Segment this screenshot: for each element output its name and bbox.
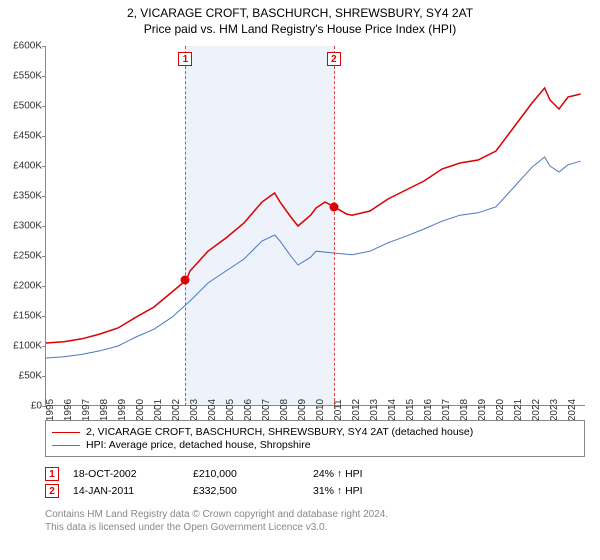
footnote: Contains HM Land Registry data © Crown c…	[45, 508, 585, 534]
x-axis-label: 2012	[351, 399, 362, 421]
transaction-marker: 2	[327, 52, 341, 66]
transaction-date: 18-OCT-2002	[73, 468, 193, 480]
x-axis-label: 1995	[45, 399, 56, 421]
transaction-dot	[181, 276, 190, 285]
x-axis-label: 2015	[405, 399, 416, 421]
transaction-date: 14-JAN-2011	[73, 485, 193, 497]
x-axis-label: 2021	[513, 399, 524, 421]
y-axis-label: £50K	[19, 371, 42, 382]
legend-label-property: 2, VICARAGE CROFT, BASCHURCH, SHREWSBURY…	[86, 426, 473, 438]
x-axis-label: 2014	[387, 399, 398, 421]
x-axis-label: 2018	[459, 399, 470, 421]
x-axis-label: 2007	[261, 399, 272, 421]
x-axis-label: 2000	[135, 399, 146, 421]
chart-area: £0£50K£100K£150K£200K£250K£300K£350K£400…	[45, 46, 585, 406]
x-axis-label: 2001	[153, 399, 164, 421]
x-axis-label: 2002	[171, 399, 182, 421]
y-axis-label: £250K	[13, 251, 42, 262]
x-axis-label: 1999	[117, 399, 128, 421]
y-axis-label: £200K	[13, 281, 42, 292]
x-axis-label: 2019	[477, 399, 488, 421]
legend-box: 2, VICARAGE CROFT, BASCHURCH, SHREWSBURY…	[45, 420, 585, 457]
legend-label-hpi: HPI: Average price, detached house, Shro…	[86, 439, 311, 451]
transaction-line	[185, 46, 186, 406]
y-axis-label: £100K	[13, 341, 42, 352]
chart-subtitle: Price paid vs. HM Land Registry's House …	[0, 20, 600, 36]
y-axis-label: £350K	[13, 191, 42, 202]
transaction-table-row: 1 18-OCT-2002£210,00024% ↑ HPI	[45, 467, 585, 481]
x-axis-label: 2020	[495, 399, 506, 421]
chart-title: 2, VICARAGE CROFT, BASCHURCH, SHREWSBURY…	[0, 0, 600, 20]
x-axis-label: 2009	[297, 399, 308, 421]
y-axis-label: £500K	[13, 101, 42, 112]
transaction-delta: 31% ↑ HPI	[313, 485, 433, 497]
x-axis-label: 1998	[99, 399, 110, 421]
x-axis-label: 2005	[225, 399, 236, 421]
x-axis-label: 2024	[567, 399, 578, 421]
y-axis-label: £450K	[13, 131, 42, 142]
y-axis-label: £600K	[13, 41, 42, 52]
x-axis-label: 2004	[207, 399, 218, 421]
x-axis-label: 2013	[369, 399, 380, 421]
transaction-marker: 2	[45, 484, 59, 498]
y-axis-label: £400K	[13, 161, 42, 172]
legend-swatch-hpi	[52, 445, 80, 446]
y-axis-label: £0	[31, 401, 42, 412]
x-axis-label: 2010	[315, 399, 326, 421]
x-axis-label: 2023	[549, 399, 560, 421]
transaction-price: £210,000	[193, 468, 313, 480]
x-axis-label: 2003	[189, 399, 200, 421]
x-axis-label: 2022	[531, 399, 542, 421]
y-axis-label: £150K	[13, 311, 42, 322]
y-axis-label: £550K	[13, 71, 42, 82]
footnote-line-2: This data is licensed under the Open Gov…	[45, 521, 585, 534]
x-axis-label: 2017	[441, 399, 452, 421]
x-axis-label: 2008	[279, 399, 290, 421]
legend-swatch-property	[52, 432, 80, 433]
transaction-marker: 1	[178, 52, 192, 66]
x-axis-label: 2006	[243, 399, 254, 421]
x-axis-label: 1997	[81, 399, 92, 421]
transaction-price: £332,500	[193, 485, 313, 497]
footnote-line-1: Contains HM Land Registry data © Crown c…	[45, 508, 585, 521]
y-axis-label: £300K	[13, 221, 42, 232]
x-axis-label: 1996	[63, 399, 74, 421]
transaction-line	[334, 46, 335, 406]
transaction-delta: 24% ↑ HPI	[313, 468, 433, 480]
legend-row-property: 2, VICARAGE CROFT, BASCHURCH, SHREWSBURY…	[52, 426, 578, 438]
line-series-svg	[46, 46, 586, 406]
transaction-table-row: 2 14-JAN-2011£332,50031% ↑ HPI	[45, 484, 585, 498]
x-axis-label: 2016	[423, 399, 434, 421]
transaction-table: 1 18-OCT-2002£210,00024% ↑ HPI 2 14-JAN-201…	[45, 467, 585, 498]
transaction-marker: 1	[45, 467, 59, 481]
legend-row-hpi: HPI: Average price, detached house, Shro…	[52, 439, 578, 451]
plot-region	[45, 46, 585, 406]
legend-and-footer: 2, VICARAGE CROFT, BASCHURCH, SHREWSBURY…	[45, 420, 585, 534]
transaction-dot	[329, 202, 338, 211]
